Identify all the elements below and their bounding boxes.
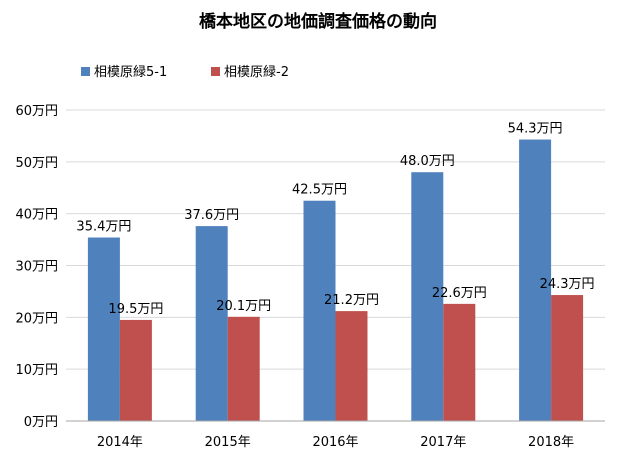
bar-series1-1 (195, 226, 228, 421)
bar-series2-0 (119, 319, 152, 421)
bar-series1-4 (519, 139, 552, 422)
bar-series1-2 (303, 200, 336, 421)
data-label: 20.1万円 (216, 299, 271, 314)
y-tick-label: 60万円 (15, 104, 58, 119)
x-tick-label: 2016年 (312, 435, 358, 450)
x-tick-label: 2018年 (528, 435, 574, 450)
bar-series2-1 (227, 316, 260, 421)
y-tick-label: 50万円 (15, 156, 58, 171)
y-tick-label: 30万円 (15, 260, 58, 275)
bar-series1-3 (411, 172, 444, 421)
bar-series2-4 (551, 295, 584, 421)
x-axis-tick-labels: 2014年 2015年 2016年 2017年 2018年 (97, 435, 574, 450)
legend-swatch (81, 67, 90, 76)
bar-series2-3 (443, 303, 476, 421)
legend-swatch (211, 67, 220, 76)
chart-title: 橋本地区の地価調査価格の動向 (199, 11, 437, 32)
bar-series2-2 (335, 311, 368, 421)
x-tick-label: 2014年 (97, 435, 143, 450)
data-label: 48.0万円 (400, 154, 455, 169)
y-tick-label: 10万円 (15, 363, 58, 378)
bar-series1-0 (87, 237, 120, 421)
data-label: 54.3万円 (508, 122, 563, 137)
legend: 相模原緑5-1 相模原緑-2 (81, 65, 289, 80)
x-tick-label: 2015年 (205, 435, 251, 450)
y-axis-tick-labels: 0万円 10万円 20万円 30万円 40万円 50万円 60万円 (15, 104, 58, 430)
data-label: 42.5万円 (292, 183, 347, 198)
legend-label: 相模原緑5-1 (94, 65, 167, 80)
y-tick-label: 20万円 (15, 311, 58, 326)
data-label: 35.4万円 (76, 220, 131, 235)
data-label: 37.6万円 (184, 208, 239, 223)
bars (87, 139, 584, 422)
legend-label: 相模原緑-2 (224, 65, 289, 80)
data-label: 19.5万円 (108, 302, 163, 317)
data-labels: 35.4万円 19.5万円 37.6万円 20.1万円 42.5万円 21.2万円 48.0… (76, 122, 594, 317)
y-tick-label: 0万円 (24, 415, 58, 430)
data-label: 21.2万円 (324, 293, 379, 308)
x-tick-label: 2017年 (420, 435, 466, 450)
data-label: 22.6万円 (432, 286, 487, 301)
data-label: 24.3万円 (540, 277, 595, 292)
y-tick-label: 40万円 (15, 208, 58, 223)
